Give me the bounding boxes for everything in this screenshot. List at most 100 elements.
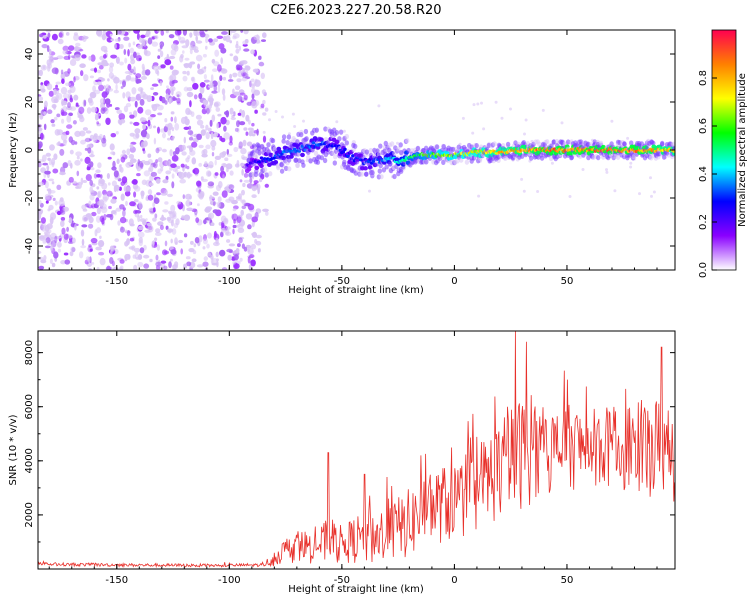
noise-blob <box>247 256 251 264</box>
noise-blob <box>187 155 191 160</box>
noise-blob <box>245 244 252 249</box>
noise-blob <box>221 31 228 35</box>
noise-blob <box>119 226 125 233</box>
noise-blob <box>202 53 207 58</box>
noise-blob <box>236 120 240 128</box>
noise-blob <box>107 156 112 160</box>
noise-blob <box>134 185 141 192</box>
noise-blob <box>186 207 194 212</box>
noise-blob <box>235 48 240 54</box>
noise-blob <box>494 100 498 104</box>
noise-blob <box>151 83 159 87</box>
noise-blob <box>164 240 168 247</box>
noise-blob <box>166 85 169 89</box>
noise-blob <box>63 55 71 61</box>
noise-blob <box>92 85 96 92</box>
noise-blob <box>247 224 252 230</box>
noise-blob <box>157 104 164 111</box>
noise-blob <box>93 67 98 73</box>
noise-blob <box>154 35 159 40</box>
noise-blob <box>140 75 147 80</box>
x-tick-label: 50 <box>561 575 574 586</box>
noise-blob <box>241 243 245 249</box>
noise-blob <box>241 205 247 210</box>
noise-blob <box>137 225 144 231</box>
noise-blob <box>232 228 235 235</box>
noise-blob <box>38 265 45 270</box>
signal-halo <box>344 140 349 146</box>
signal-halo <box>660 140 665 146</box>
x-tick-label: -150 <box>105 276 128 287</box>
noise-blob <box>99 235 102 239</box>
noise-blob <box>233 91 240 96</box>
noise-blob <box>67 102 71 109</box>
noise-blob <box>138 231 145 238</box>
noise-blob <box>98 240 105 248</box>
noise-blob <box>238 45 241 51</box>
signal-halo <box>424 159 429 165</box>
noise-blob <box>100 107 106 114</box>
noise-blob <box>199 86 205 94</box>
noise-blob <box>482 127 486 131</box>
noise-blob <box>256 128 259 136</box>
noise-blob <box>60 109 65 116</box>
noise-blob <box>239 92 246 96</box>
noise-blob <box>130 59 136 65</box>
noise-blob <box>111 210 117 215</box>
noise-blob <box>123 36 130 41</box>
noise-blob <box>48 159 52 166</box>
noise-blob <box>47 188 52 195</box>
noise-blob <box>120 86 124 89</box>
noise-blob <box>184 116 188 120</box>
noise-blob <box>89 161 94 168</box>
noise-blob <box>152 92 159 96</box>
signal-halo <box>503 155 508 161</box>
signal-halo <box>279 162 284 168</box>
noise-blob <box>170 163 177 168</box>
noise-blob <box>216 260 219 268</box>
signal-halo <box>258 172 263 178</box>
noise-blob <box>178 239 184 244</box>
noise-blob <box>113 89 120 94</box>
signal-halo <box>378 143 383 149</box>
signal-halo <box>374 161 379 167</box>
noise-blob <box>178 171 182 178</box>
noise-blob <box>182 70 187 75</box>
noise-blob <box>60 217 66 221</box>
noise-blob <box>170 219 174 227</box>
noise-blob <box>186 165 190 170</box>
noise-blob <box>156 70 160 76</box>
noise-blob <box>53 116 58 121</box>
noise-blob <box>209 80 213 88</box>
noise-blob <box>53 104 56 110</box>
noise-blob <box>524 118 528 122</box>
snr-panel: -150 -100 -50 0 50 2000 4000 6000 8000 Height of… <box>8 330 676 595</box>
noise-blob <box>110 133 117 138</box>
noise-blob <box>120 156 126 163</box>
noise-blob <box>66 226 69 232</box>
noise-blob <box>236 65 243 68</box>
noise-blob <box>167 193 173 198</box>
noise-blob <box>115 83 118 91</box>
x-tick-label: 0 <box>451 575 457 586</box>
noise-blob <box>140 129 148 138</box>
noise-blob <box>150 171 157 177</box>
noise-blob <box>210 132 214 140</box>
noise-blob <box>47 109 53 114</box>
noise-blob <box>222 267 227 270</box>
noise-blob <box>229 135 233 144</box>
noise-blob <box>105 117 111 126</box>
noise-blob <box>156 192 161 196</box>
noise-blob <box>42 35 47 39</box>
signal-halo <box>406 147 411 154</box>
noise-blob <box>43 111 47 116</box>
noise-blob <box>167 128 171 136</box>
noise-blob <box>150 114 156 118</box>
noise-blob <box>237 227 245 233</box>
noise-blob <box>40 132 44 140</box>
noise-blob <box>249 177 253 184</box>
noise-blob <box>605 168 608 172</box>
noise-blob <box>221 227 227 233</box>
noise-blob <box>106 37 113 43</box>
noise-blob <box>47 32 51 39</box>
